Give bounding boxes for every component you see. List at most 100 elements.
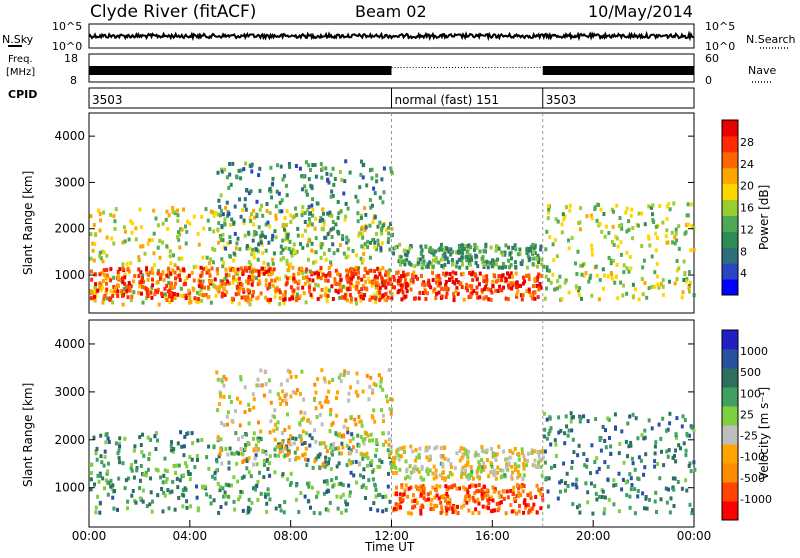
heat-cell (233, 204, 237, 209)
heat-cell (366, 456, 370, 461)
heat-cell (182, 293, 186, 298)
nsearch-tick-top: 10^5 (705, 20, 735, 33)
heat-cell (630, 483, 634, 487)
heat-cell (578, 503, 581, 508)
heat-cell (234, 431, 238, 436)
heat-cell (283, 500, 287, 505)
heat-cell (438, 277, 442, 282)
heat-cell (684, 478, 688, 483)
heat-cell (317, 272, 320, 277)
heat-cell (429, 490, 433, 495)
nave-tick-top: 60 (705, 52, 719, 65)
heat-cell (373, 293, 376, 298)
heat-cell (178, 273, 181, 278)
heat-cell (355, 253, 358, 258)
heat-cell (267, 240, 271, 245)
heat-cell (378, 293, 382, 298)
heat-cell (397, 502, 401, 507)
heat-cell (500, 278, 504, 283)
heat-cell (260, 383, 264, 388)
heat-cell (121, 280, 125, 285)
heat-cell (284, 237, 288, 242)
heat-cell (209, 257, 213, 262)
heat-cell (386, 484, 390, 489)
heat-cell (120, 276, 124, 281)
heat-cell (585, 464, 589, 469)
heat-cell (510, 256, 513, 261)
cpid-segment-label: 3503 (546, 93, 577, 107)
heat-cell (475, 452, 478, 457)
heat-cell (420, 282, 424, 287)
heat-cell (536, 450, 540, 454)
heat-cell (274, 213, 278, 218)
heat-cell (384, 285, 388, 290)
heat-cell (98, 285, 102, 290)
heat-cell (432, 252, 436, 257)
heat-cell (462, 297, 466, 302)
velocity-colorbar-label: Velocity [m s⁻¹] (757, 387, 771, 480)
heat-cell (243, 295, 247, 300)
heat-cell (351, 445, 355, 450)
heat-cell (185, 505, 189, 510)
heat-cell (427, 458, 431, 462)
heat-cell (232, 258, 236, 263)
heat-cell (193, 465, 197, 470)
heat-cell (519, 283, 522, 288)
heat-cell (366, 276, 370, 281)
heat-cell (268, 300, 271, 305)
heat-cell (113, 219, 117, 224)
heat-cell (449, 464, 453, 469)
heat-cell (142, 472, 146, 477)
freq-dot (391, 67, 393, 68)
heat-cell (273, 408, 277, 413)
heat-cell (443, 254, 447, 259)
heat-cell (314, 236, 318, 241)
heat-cell (682, 441, 686, 446)
heat-cell (459, 446, 463, 451)
heat-cell (381, 279, 385, 284)
heat-cell (372, 501, 376, 506)
heat-cell (513, 462, 517, 467)
heat-cell (296, 286, 300, 291)
heat-cell (633, 467, 637, 472)
heat-cell (158, 255, 162, 260)
heat-cell (208, 279, 211, 284)
heat-cell (300, 369, 304, 374)
heat-cell (303, 494, 307, 499)
heat-cell (94, 510, 98, 515)
heat-cell (444, 505, 448, 510)
heat-cell (602, 286, 605, 291)
heat-cell (650, 426, 654, 431)
heat-cell (242, 289, 246, 294)
heat-cell (610, 276, 614, 281)
heat-cell (375, 440, 379, 445)
heat-cell (547, 504, 550, 509)
heat-cell (306, 223, 310, 228)
heat-cell (106, 436, 110, 441)
heat-cell (264, 235, 267, 240)
heat-cell (239, 377, 243, 382)
heat-cell (146, 435, 150, 440)
heat-cell (139, 270, 143, 275)
heat-cell (443, 477, 447, 482)
heat-cell (310, 436, 314, 441)
heat-cell (450, 258, 454, 262)
heat-cell (291, 436, 295, 441)
heat-cell (371, 477, 375, 482)
heat-cell (89, 214, 93, 219)
heat-cell (547, 210, 551, 215)
heat-cell (517, 509, 521, 514)
heat-cell (300, 213, 304, 218)
heat-cell (171, 479, 175, 484)
heat-cell (631, 295, 635, 300)
heat-cell (151, 283, 155, 288)
heat-cell (313, 459, 317, 464)
heat-cell (283, 394, 287, 399)
heat-cell (466, 461, 470, 466)
heat-cell (420, 477, 424, 482)
heat-cell (435, 274, 439, 279)
heat-cell (94, 282, 98, 287)
heat-cell (389, 411, 393, 416)
heat-cell (415, 455, 419, 460)
heat-cell (404, 483, 408, 488)
